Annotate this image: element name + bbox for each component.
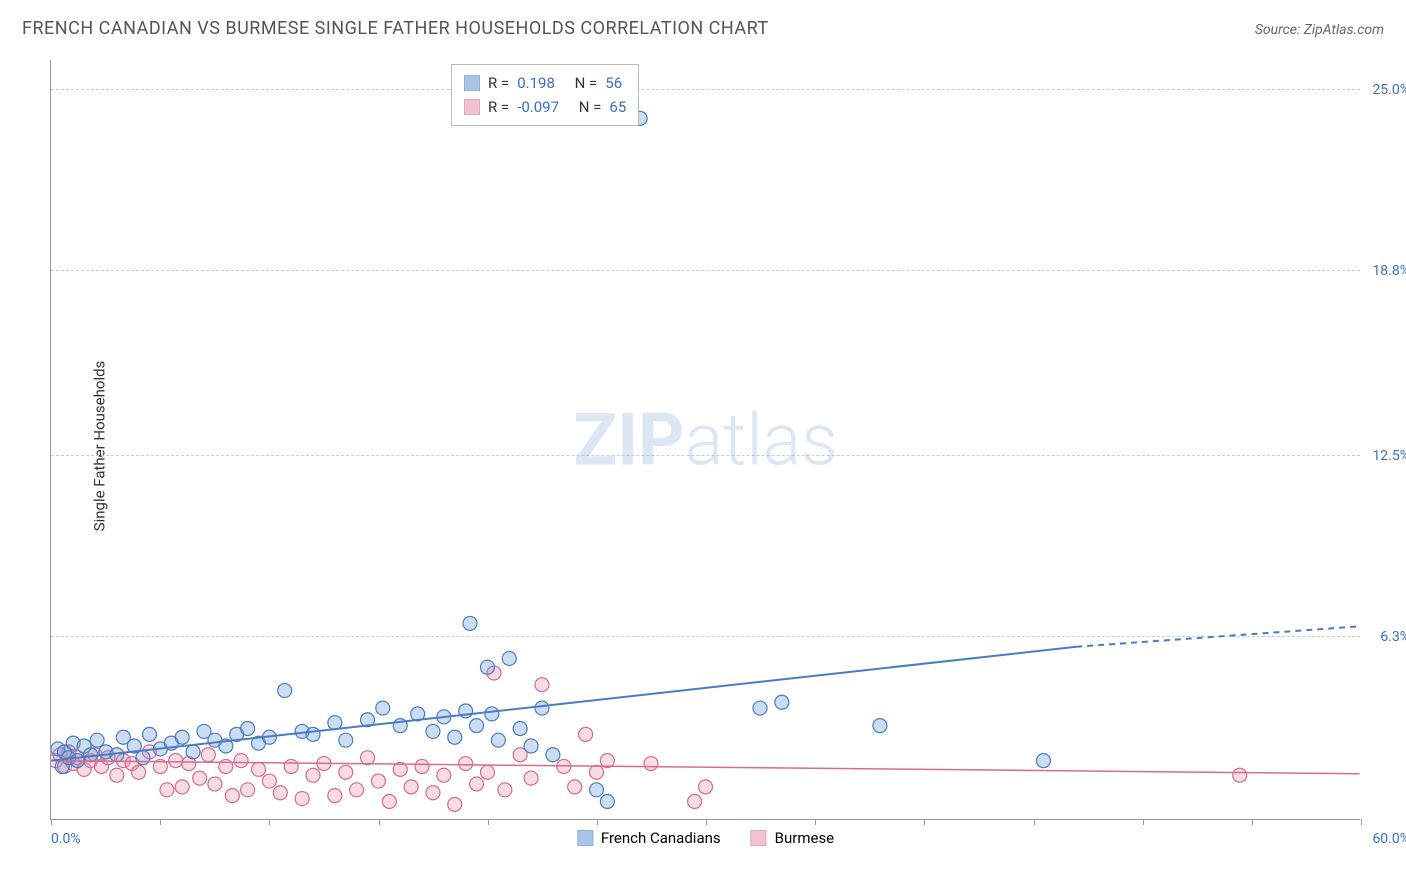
y-tick-label: 18.8% (1365, 263, 1406, 279)
legend-swatch-b-bottom (751, 830, 767, 846)
y-tick-label: 6.3% (1365, 629, 1406, 645)
series-legend: French Canadians Burmese (577, 829, 834, 847)
r-value-a: 0.198 (517, 71, 555, 95)
y-tick-label: 12.5% (1365, 448, 1406, 464)
r-value-b: -0.097 (517, 95, 559, 119)
legend-item-a: French Canadians (577, 829, 721, 847)
legend-swatch-a-bottom (577, 830, 593, 846)
chart-svg (51, 60, 1360, 819)
y-tick-label: 25.0% (1365, 82, 1406, 98)
chart-header: FRENCH CANADIAN VS BURMESE SINGLE FATHER… (22, 18, 1384, 39)
legend-label-b: Burmese (775, 829, 835, 847)
plot-area: ZIPatlas 6.3%12.5%18.8%25.0% 0.0% 60.0% … (50, 60, 1360, 820)
legend-swatch-a (464, 75, 480, 91)
x-axis-max-label: 60.0% (1372, 831, 1406, 847)
legend-row-b: R = -0.097 N = 65 (464, 95, 626, 119)
n-value-a: 56 (605, 71, 622, 95)
x-axis-min-label: 0.0% (51, 831, 81, 847)
correlation-legend: R = 0.198 N = 56 R = -0.097 N = 65 (451, 64, 639, 126)
legend-swatch-b (464, 99, 480, 115)
legend-row-a: R = 0.198 N = 56 (464, 71, 626, 95)
n-value-b: 65 (609, 95, 626, 119)
chart-title: FRENCH CANADIAN VS BURMESE SINGLE FATHER… (22, 18, 769, 39)
legend-item-b: Burmese (751, 829, 835, 847)
legend-label-a: French Canadians (601, 829, 721, 847)
source-label: Source: ZipAtlas.com (1255, 22, 1384, 38)
